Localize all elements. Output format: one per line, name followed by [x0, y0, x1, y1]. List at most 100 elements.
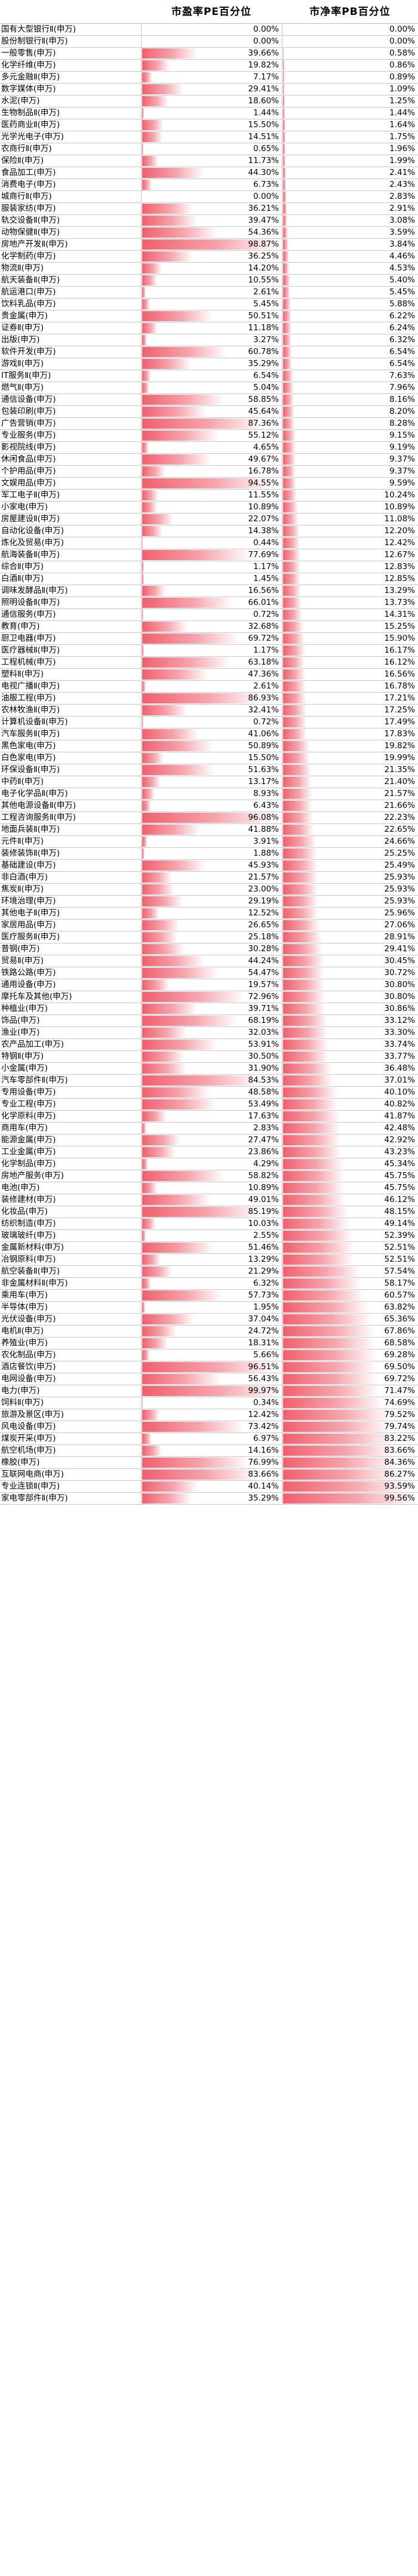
pb-percentile-bar	[283, 1063, 333, 1074]
industry-name: 电网设备(申万)	[1, 1374, 56, 1384]
table-row: 铁路公路(申万) 54.47% 30.72%	[0, 967, 418, 979]
pb-percentile-cell: 6.54%	[282, 346, 418, 358]
pb-percentile-cell: 2.41%	[282, 167, 418, 179]
pb-percentile-value: 16.17%	[384, 645, 415, 655]
pe-percentile-cell: 10.89%	[141, 1182, 282, 1194]
pe-percentile-bar	[142, 1255, 161, 1265]
industry-name: 家电零部件Ⅱ(申万)	[1, 1493, 68, 1503]
pb-percentile-value: 57.54%	[384, 1267, 415, 1276]
pb-percentile-cell: 84.36%	[282, 1457, 418, 1468]
pb-percentile-bar	[283, 1481, 410, 1492]
industry-name: 半导体(申万)	[1, 1302, 48, 1312]
pb-percentile-bar	[283, 1255, 354, 1265]
pe-percentile-bar	[142, 466, 166, 477]
pe-percentile-cell: 85.19%	[141, 1206, 282, 1218]
pb-percentile-value: 3.08%	[389, 216, 415, 225]
pe-percentile-bar	[142, 1123, 146, 1133]
pb-percentile-value: 5.88%	[389, 299, 415, 309]
pe-percentile-bar	[142, 180, 152, 190]
pe-percentile-cell: 16.78%	[141, 466, 282, 477]
pb-percentile-bar	[283, 1470, 399, 1480]
industry-name: 普钢(申万)	[1, 944, 40, 954]
pb-percentile-cell: 28.91%	[282, 932, 418, 943]
table-row: 专业工程(申万) 53.49% 40.82%	[0, 1099, 418, 1111]
table-row: 食品加工(申万) 44.30% 2.41%	[0, 167, 418, 179]
pe-percentile-cell: 96.51%	[141, 1361, 282, 1373]
pe-percentile-value: 2.83%	[253, 1123, 279, 1133]
pb-percentile-cell: 29.41%	[282, 943, 418, 955]
pb-percentile-bar	[283, 729, 308, 739]
table-row: 自动化设备(申万) 14.38% 12.20%	[0, 525, 418, 537]
pb-percentile-bar	[283, 1314, 371, 1324]
pe-percentile-cell: 19.82%	[141, 60, 282, 71]
pe-percentile-cell: 35.29%	[141, 1493, 282, 1504]
industry-name: 多元金融Ⅱ(申万)	[1, 72, 60, 82]
table-row: 军工电子Ⅱ(申万) 11.55% 10.24%	[0, 490, 418, 502]
pe-percentile-value: 5.45%	[253, 299, 279, 309]
pe-percentile-cell: 84.53%	[141, 1075, 282, 1086]
industry-name: 电视广播Ⅱ(申万)	[1, 681, 60, 691]
pe-percentile-cell: 1.17%	[141, 561, 282, 573]
pe-percentile-value: 0.00%	[253, 24, 279, 34]
pe-percentile-value: 6.32%	[253, 1278, 279, 1288]
industry-name: 出版(申万)	[1, 335, 40, 345]
pe-percentile-cell: 53.49%	[141, 1099, 282, 1110]
industry-name: 非白酒(申万)	[1, 872, 48, 882]
pb-percentile-bar	[283, 1350, 377, 1360]
pb-percentile-cell: 16.12%	[282, 657, 418, 668]
table-row: 工程咨询服务Ⅱ(申万) 96.08% 22.23%	[0, 812, 418, 824]
pe-percentile-cell: 10.03%	[141, 1218, 282, 1229]
pe-percentile-cell: 32.68%	[141, 621, 282, 632]
pb-percentile-value: 9.37%	[389, 454, 415, 464]
pe-percentile-bar	[142, 968, 219, 978]
pe-percentile-cell: 41.88%	[141, 824, 282, 835]
pb-percentile-value: 1.96%	[389, 144, 415, 153]
pe-percentile-cell: 1.17%	[141, 645, 282, 656]
pe-percentile-value: 1.17%	[253, 645, 279, 655]
pe-percentile-bar	[142, 156, 159, 166]
pb-percentile-bar	[283, 1183, 345, 1193]
pb-percentile-bar	[283, 849, 318, 859]
pe-percentile-cell: 98.87%	[141, 239, 282, 250]
pb-percentile-bar	[283, 1267, 361, 1277]
pe-percentile-value: 41.88%	[248, 825, 279, 834]
pe-percentile-value: 29.19%	[248, 896, 279, 906]
pb-percentile-cell: 33.77%	[282, 1051, 418, 1062]
table-row: 航运港口(申万) 2.61% 5.45%	[0, 287, 418, 299]
pb-percentile-bar	[283, 502, 298, 512]
pb-percentile-bar	[283, 407, 294, 417]
table-row: 航空装备Ⅱ(申万) 21.29% 57.54%	[0, 1266, 418, 1278]
pb-percentile-value: 52.51%	[384, 1243, 415, 1252]
pe-percentile-cell: 5.04%	[141, 382, 282, 394]
pe-percentile-cell: 60.78%	[141, 346, 282, 358]
pe-percentile-bar	[142, 120, 164, 130]
pe-percentile-value: 32.68%	[248, 622, 279, 631]
industry-name: 基础建设(申万)	[1, 860, 56, 870]
pe-percentile-value: 4.65%	[253, 442, 279, 452]
pb-percentile-value: 17.25%	[384, 705, 415, 715]
pe-percentile-value: 47.36%	[248, 669, 279, 679]
pe-percentile-cell: 55.12%	[141, 430, 282, 441]
pe-percentile-value: 14.16%	[248, 1446, 279, 1455]
pe-percentile-bar	[142, 1207, 262, 1217]
industry-name: 医疗服务Ⅱ(申万)	[1, 932, 60, 942]
table-row: 汽车服务Ⅱ(申万) 41.06% 17.83%	[0, 728, 418, 740]
table-row: 饰品(申万) 68.19% 33.12%	[0, 1015, 418, 1027]
pe-percentile-value: 10.55%	[248, 275, 279, 285]
industry-name: 化学原料(申万)	[1, 1111, 56, 1121]
pb-percentile-value: 40.82%	[384, 1099, 415, 1109]
table-row: 通用设备(申万) 19.57% 30.80%	[0, 979, 418, 991]
table-row: 轨交设备Ⅱ(申万) 39.47% 3.08%	[0, 215, 418, 227]
table-row: 炼化及贸易(申万) 0.44% 12.42%	[0, 537, 418, 549]
table-row: 数字媒体(申万) 29.41% 1.09%	[0, 84, 418, 96]
pb-percentile-cell: 12.67%	[282, 549, 418, 561]
pb-percentile-bar	[283, 1362, 377, 1372]
pe-percentile-value: 73.42%	[248, 1422, 279, 1431]
industry-name: 元件Ⅱ(申万)	[1, 837, 44, 846]
pb-percentile-bar	[283, 431, 296, 441]
pe-percentile-bar	[142, 383, 149, 393]
pb-percentile-value: 21.35%	[384, 765, 415, 774]
pb-percentile-cell: 67.86%	[282, 1326, 418, 1337]
pe-percentile-bar	[142, 980, 170, 990]
pe-percentile-bar	[142, 311, 213, 321]
